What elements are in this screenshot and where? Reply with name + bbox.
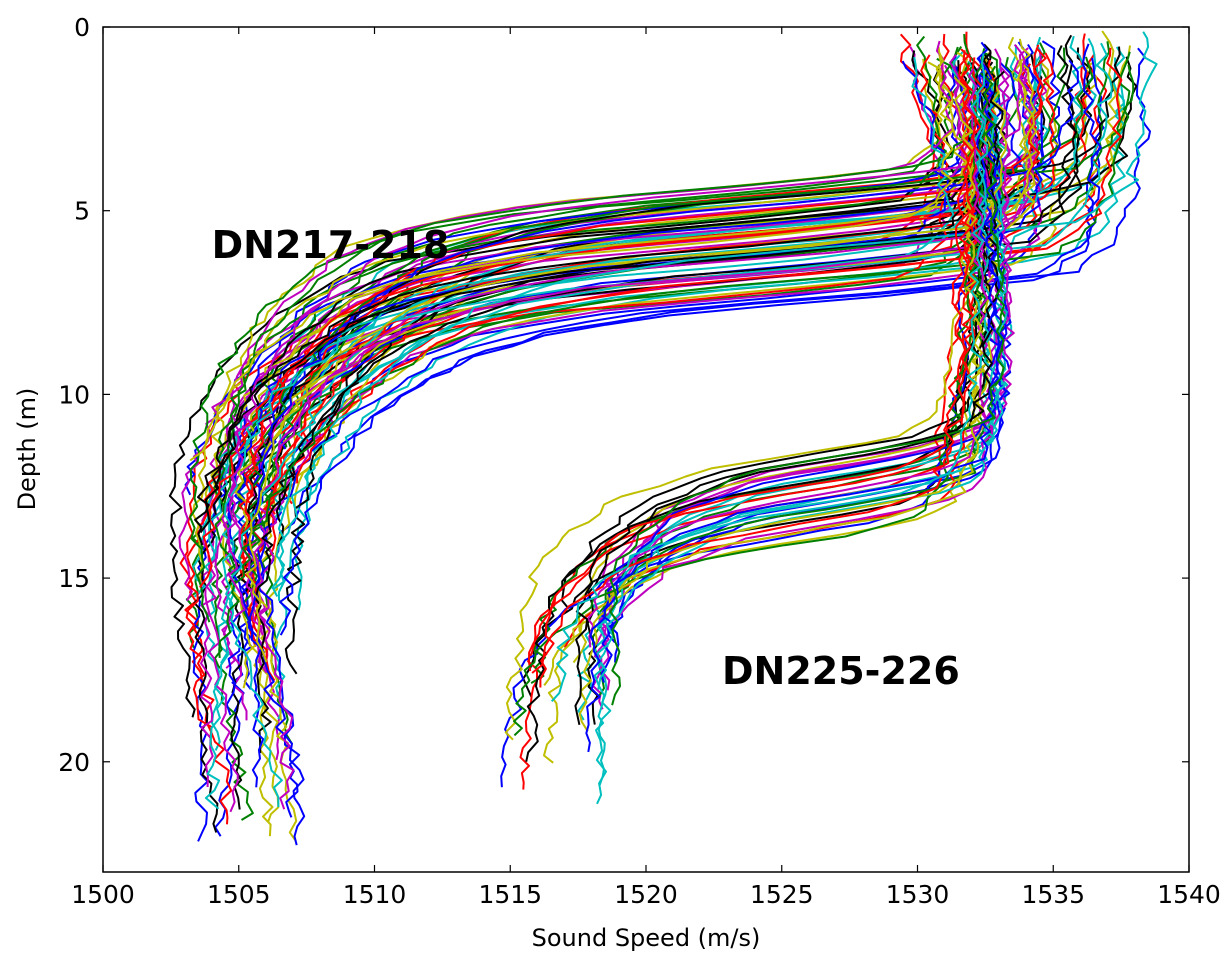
y-tick-label: 15 bbox=[58, 564, 90, 593]
profile-line-dn217-218 bbox=[274, 57, 1127, 720]
y-tick-label: 10 bbox=[58, 380, 90, 409]
profile-line-dn225-226 bbox=[600, 74, 1000, 683]
profile-line-dn225-226 bbox=[530, 65, 999, 684]
profile-line-dn225-226 bbox=[608, 56, 1012, 663]
profile-line-dn217-218 bbox=[296, 47, 1123, 484]
profile-line-dn225-226 bbox=[531, 50, 977, 674]
y-tick-label: 20 bbox=[58, 748, 90, 777]
profile-line-dn225-226 bbox=[550, 53, 989, 702]
profile-line-dn225-226 bbox=[539, 57, 984, 688]
x-tick-label: 1540 bbox=[1157, 880, 1221, 909]
x-tick-label: 1520 bbox=[614, 880, 678, 909]
profile-line-dn217-218 bbox=[227, 46, 1121, 586]
profile-line-dn225-226 bbox=[596, 70, 999, 690]
profile-line-dn217-218 bbox=[246, 61, 1035, 663]
profile-line-dn225-226 bbox=[609, 72, 1006, 706]
profile-line-dn217-218 bbox=[189, 51, 955, 462]
x-tick-label: 1515 bbox=[478, 880, 542, 909]
y-tick-label: 0 bbox=[74, 13, 90, 42]
profile-line-dn217-218 bbox=[270, 31, 1158, 590]
profile-line-dn225-226 bbox=[578, 76, 984, 732]
x-axis-label: Sound Speed (m/s) bbox=[532, 924, 761, 952]
profile-line-dn225-226 bbox=[585, 41, 1000, 753]
profile-line-dn217-218 bbox=[279, 43, 1102, 636]
x-tick-label: 1505 bbox=[207, 880, 271, 909]
annotation-dn225-226: DN225-226 bbox=[722, 649, 960, 693]
profile-line-dn225-226 bbox=[586, 61, 993, 725]
profile-line-dn217-218 bbox=[267, 61, 1063, 842]
x-tick-label: 1525 bbox=[750, 880, 814, 909]
x-tick-label: 1500 bbox=[71, 880, 135, 909]
profile-line-dn217-218 bbox=[222, 56, 955, 808]
y-axis-label: Depth (m) bbox=[13, 388, 41, 511]
profile-line-dn225-226 bbox=[574, 70, 1005, 726]
x-tick-label: 1530 bbox=[886, 880, 950, 909]
x-tick-label: 1510 bbox=[343, 880, 407, 909]
profile-line-dn225-226 bbox=[593, 76, 998, 658]
profile-line-dn217-218 bbox=[189, 57, 952, 623]
profile-line-dn217-218 bbox=[225, 47, 1066, 559]
profile-line-dn217-218 bbox=[225, 57, 1105, 716]
y-tick-label: 5 bbox=[74, 197, 90, 226]
profiles-layer bbox=[168, 30, 1158, 846]
annotation-dn217-218: DN217-218 bbox=[212, 223, 450, 267]
profile-line-dn217-218 bbox=[204, 42, 1113, 810]
profile-line-dn217-218 bbox=[284, 56, 1138, 675]
profile-line-dn217-218 bbox=[254, 45, 1078, 754]
ticks-layer: 1500 1505 1510 1515 1520 1525 1530 1535 15400510… bbox=[58, 13, 1221, 909]
x-tick-label: 1535 bbox=[1021, 880, 1085, 909]
profile-line-dn225-226 bbox=[593, 77, 1008, 805]
